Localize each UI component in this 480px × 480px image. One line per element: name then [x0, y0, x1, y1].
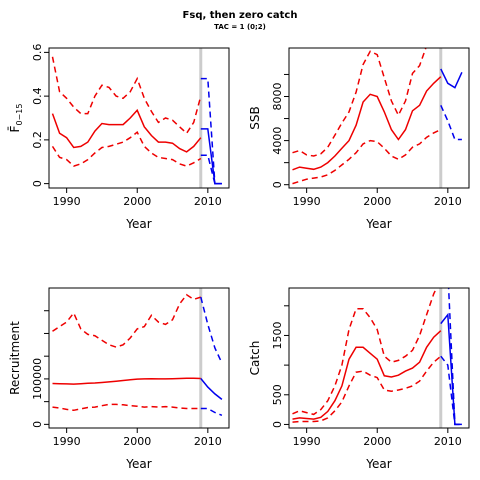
- recruitment-historical-lower-line: [52, 403, 201, 412]
- catch-ytick-label: 1500: [271, 321, 284, 349]
- catch-ytick-label: 0: [271, 421, 284, 428]
- catch-projection-upper-line: [447, 288, 462, 426]
- catch-historical-lower-line: [292, 355, 442, 423]
- catch-plot-frame: [288, 287, 470, 429]
- fbar-historical-upper-line: [51, 56, 202, 135]
- recruitment-yaxis-label: Recruitment: [8, 321, 22, 395]
- fbar-yaxis-label: F̄0−15: [8, 104, 24, 133]
- ssb-series: [292, 0, 463, 185]
- ssb-projection-median-line: [440, 68, 463, 89]
- ssb-historical-lower-line: [292, 128, 442, 185]
- fbar-historical-median-line: [51, 108, 202, 153]
- catch-xtick-label: 2000: [363, 435, 391, 448]
- ssb-panel: 1990 2000 2010 0 4000 8000 Year SSB: [248, 0, 470, 231]
- catch-xaxis-label: Year: [365, 457, 391, 471]
- fbar-ytick-label: 0.6: [31, 44, 44, 62]
- recruitment-projection-upper-line: [200, 296, 223, 364]
- catch-ytick-label: 500: [271, 384, 284, 405]
- catch-xtick-label: 1990: [293, 435, 321, 448]
- ssb-xtick-label: 2000: [363, 195, 391, 208]
- recruitment-projection-median-line: [200, 378, 223, 400]
- fbar-xtick-label: 1990: [53, 195, 81, 208]
- recruitment-xtick-label: 1990: [53, 435, 81, 448]
- figure-subtitle: TAC = 1 (0;2): [214, 23, 266, 31]
- recruitment-projection-lower-line: [200, 407, 223, 416]
- fbar-xtick-label: 2010: [194, 195, 222, 208]
- fbar-ytick-label: 0.2: [31, 131, 44, 149]
- ssb-projection-upper-line: [441, 0, 462, 25]
- fbar-yaxis-label-subscript: 0−15: [15, 104, 24, 126]
- catch-xtick-label: 2010: [434, 435, 462, 448]
- recruitment-xaxis-label: Year: [125, 457, 151, 471]
- catch-historical-upper-line: [292, 288, 438, 416]
- fbar-series: [51, 56, 222, 185]
- recruitment-historical-upper-line: [52, 293, 202, 348]
- catch-yaxis-label: Catch: [248, 341, 262, 376]
- fbar-panel: 1990 2000 2010 0 0.2 0.4 0.6 Year F̄0−15: [8, 44, 230, 231]
- recruitment-ytick-label: 100000: [31, 358, 44, 400]
- ssb-xaxis-label: Year: [365, 217, 391, 231]
- fbar-ytick-label: 0: [31, 180, 44, 187]
- fbar-projection-median-line: [200, 128, 222, 185]
- catch-historical-median-line: [292, 330, 442, 420]
- recruitment-plot-frame: [48, 287, 230, 429]
- recruitment-series: [52, 293, 223, 416]
- ssb-projection-lower-line: [440, 104, 462, 141]
- catch-series: [292, 288, 462, 426]
- ssb-ytick-label: 0: [271, 181, 284, 188]
- ssb-historical-upper-line: [292, 48, 427, 157]
- ssb-xtick-label: 2010: [434, 195, 462, 208]
- figure-title: Fsq, then zero catch: [182, 10, 298, 21]
- recruitment-historical-median-line: [52, 377, 201, 385]
- fbar-plot-frame: [48, 47, 230, 189]
- ssb-ytick-label: 4000: [271, 127, 284, 155]
- fbar-xtick-label: 2000: [123, 195, 151, 208]
- fbar-projection-lower-line: [200, 154, 222, 185]
- recruitment-xtick-label: 2000: [123, 435, 151, 448]
- ssb-plot-frame: [288, 47, 470, 189]
- catch-projection-median-line: [440, 312, 462, 426]
- fbar-ytick-label: 0.4: [31, 87, 44, 105]
- fbar-historical-lower-line: [51, 131, 202, 167]
- fbar-xaxis-label: Year: [125, 217, 151, 231]
- recruitment-ytick-label: 0: [31, 421, 44, 428]
- recruitment-xtick-label: 2010: [194, 435, 222, 448]
- recruitment-panel: 1990 2000 2010 0 100000 Year Recruitment: [8, 287, 230, 471]
- ssb-historical-median-line: [292, 76, 442, 171]
- ssb-yaxis-label: SSB: [248, 106, 262, 129]
- catch-panel: 1990 2000 2010 0 500 1500 Year Catch: [248, 287, 470, 471]
- ssb-ytick-label: 8000: [271, 83, 284, 111]
- ssb-xtick-label: 1990: [293, 195, 321, 208]
